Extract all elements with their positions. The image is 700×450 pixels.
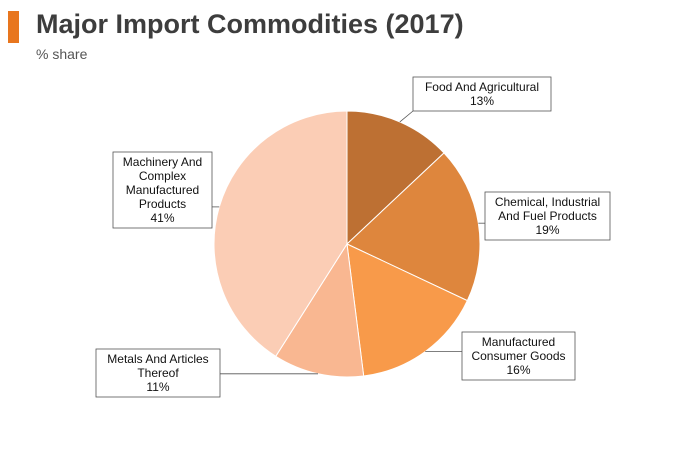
data-label-category: Manufactured bbox=[126, 183, 199, 197]
title-accent-bar bbox=[8, 11, 19, 43]
data-label-value: 16% bbox=[506, 363, 530, 377]
data-label-category: Consumer Goods bbox=[471, 349, 565, 363]
data-label-box bbox=[412, 76, 552, 112]
data-label-category: And Fuel Products bbox=[498, 209, 597, 223]
data-label-box bbox=[484, 191, 611, 241]
pie-slice bbox=[346, 152, 481, 302]
data-label-category: Machinery And bbox=[123, 155, 202, 169]
data-label-value: 41% bbox=[150, 211, 174, 225]
chart-title: Major Import Commodities (2017) bbox=[36, 9, 464, 39]
data-label-category: Manufactured bbox=[482, 335, 555, 349]
pie-slice bbox=[346, 243, 469, 377]
data-label-box bbox=[112, 151, 213, 229]
data-label-category: Chemical, Industrial bbox=[495, 195, 600, 209]
pie-slice bbox=[275, 242, 365, 378]
data-label-category: Metals And Articles bbox=[107, 352, 208, 366]
data-label-box bbox=[95, 348, 221, 398]
pie-slice bbox=[346, 110, 445, 246]
data-label-value: 11% bbox=[146, 380, 169, 394]
data-label: Manufactured Consumer Goods 16% bbox=[471, 335, 565, 377]
data-label-value: 13% bbox=[470, 94, 494, 108]
data-label: Chemical, Industrial And Fuel Products 19% bbox=[495, 195, 600, 237]
data-label-box bbox=[461, 331, 576, 381]
data-label-category: Food And Agricultural bbox=[425, 80, 539, 94]
leader-line bbox=[399, 110, 414, 123]
chart-subtitle: % share bbox=[36, 46, 88, 62]
data-label-value: 19% bbox=[535, 223, 559, 237]
data-label-category: Products bbox=[139, 197, 186, 211]
data-label: Food And Agricultural 13% bbox=[425, 80, 539, 108]
data-label-category: Thereof bbox=[137, 366, 179, 380]
data-label: Machinery And Complex Manufactured Products… bbox=[123, 155, 202, 225]
data-label-category: Complex bbox=[139, 169, 186, 183]
data-label: Metals And Articles Thereof 11% bbox=[107, 352, 208, 394]
